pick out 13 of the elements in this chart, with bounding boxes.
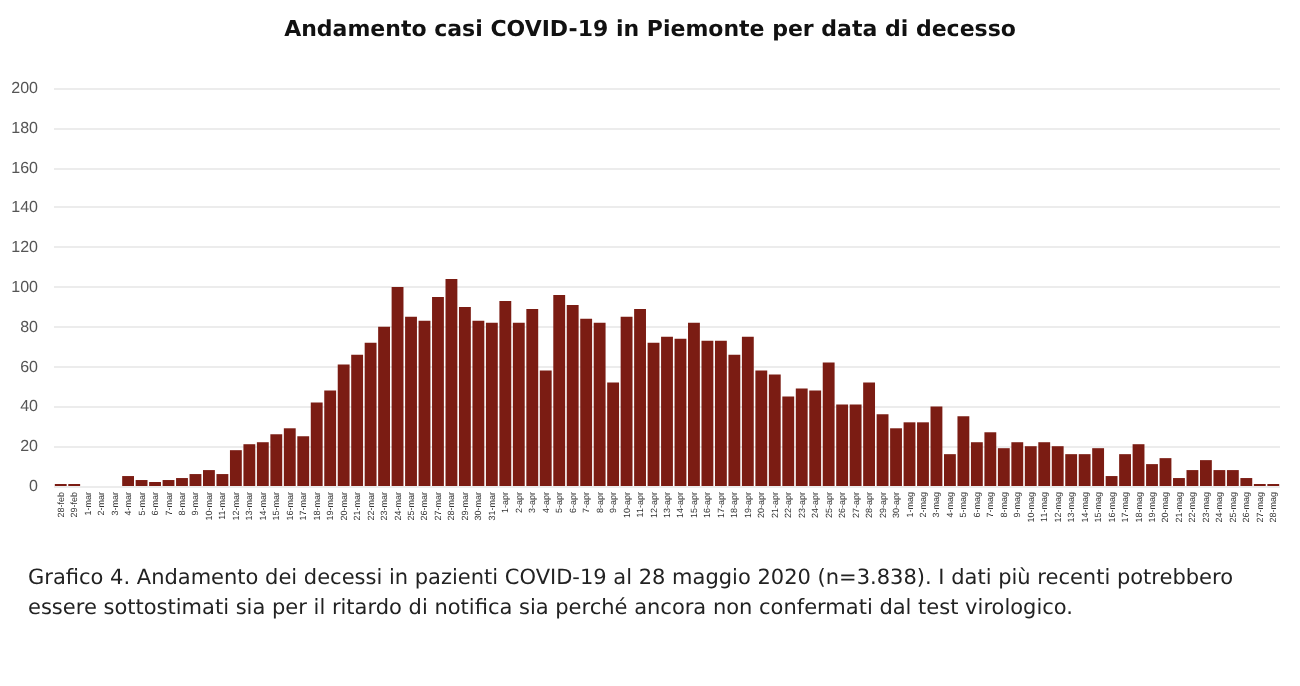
y-tick-label: 160: [11, 158, 40, 177]
y-tick-label: 200: [11, 79, 40, 97]
y-tick-label: 0: [29, 477, 40, 495]
y-tick-label: 60: [20, 357, 40, 376]
y-tick-label: 80: [20, 317, 40, 336]
y-tick-label: 140: [11, 198, 40, 217]
chart-title: Andamento casi COVID-19 in Piemonte per data di decesso: [284, 16, 1017, 42]
y-tick-label: 180: [11, 118, 40, 137]
y-tick-label: 20: [20, 437, 40, 456]
y-tick-label: 100: [11, 278, 40, 296]
y-tick-label: 40: [20, 397, 40, 416]
text: Grafico 4. Andamento dei decessi in pazienti COVID-19 al 28 maggio 2020 (n=3.838). I dati più recenti potrebbero essere sottostimati sia per il ritardo di notifica sia perché ancora non confermati dal test virologico.: [28, 564, 1236, 624]
y-tick-label: 120: [11, 238, 40, 257]
